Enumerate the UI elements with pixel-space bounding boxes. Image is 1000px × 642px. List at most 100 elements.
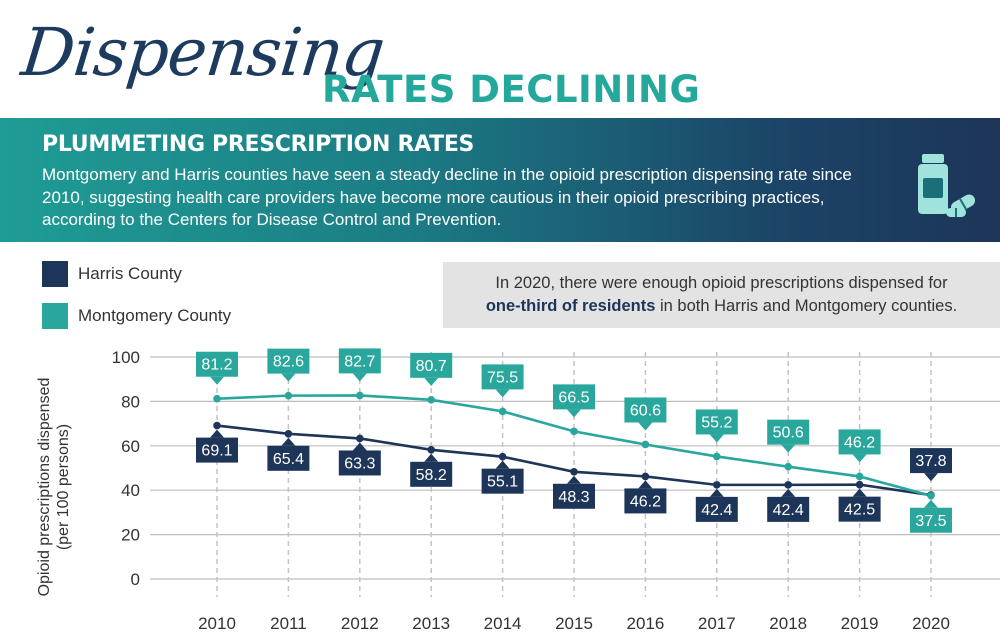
callout-line2: one-third of residents in both Harris an… [486,295,957,318]
data-label-text: 80.7 [416,358,447,375]
data-label-harris: 55.1 [481,460,524,494]
data-point-harris [713,481,721,489]
data-label-box [267,445,310,471]
data-label-box [481,468,524,494]
data-point-montgomery [284,391,293,400]
data-point-montgomery [641,440,650,449]
data-label-box [338,348,381,374]
data-label-harris: 46.2 [624,480,667,514]
data-label-pointer [709,434,724,443]
data-label-box [410,352,453,378]
data-label-box [838,429,881,455]
data-point-harris [641,472,650,481]
data-label-pointer [210,429,224,438]
data-point-montgomery [855,472,864,481]
legend-montgomery: Montgomery County [42,302,231,330]
data-point-montgomery [498,407,507,416]
legend-harris: Harris County [42,260,182,288]
data-label-montgomery: 50.6 [767,419,810,453]
x-tick-label: 2019 [841,614,879,633]
legend-swatch-montgomery [42,303,68,329]
data-label-harris: 63.3 [338,442,381,476]
x-tick-label: 2017 [698,614,736,633]
data-label-pointer [281,373,296,382]
data-label-text: 42.5 [844,502,875,519]
data-label-box [338,450,381,476]
x-tick-label: 2010 [198,614,236,633]
data-label-box [196,437,238,463]
data-label-harris: 42.5 [838,488,881,522]
banner-heading: PLUMMETING PRESCRIPTION RATES [42,132,475,157]
data-label-pointer [424,453,439,462]
data-label-montgomery: 66.5 [553,384,595,418]
data-label-text: 50.6 [773,425,804,442]
data-point-montgomery [570,427,578,436]
data-label-pointer [281,437,296,446]
callout-box: In 2020, there were enough opioid prescr… [443,262,1000,328]
data-point-harris [427,445,436,454]
data-label-box [481,364,524,390]
data-label-pointer [638,422,653,431]
data-label-text: 46.2 [844,434,875,451]
data-label-montgomery: 60.6 [624,397,667,431]
y-tick-label: 100 [112,348,140,367]
data-label-box [767,496,810,522]
data-point-harris [855,480,864,489]
x-tick-label: 2014 [484,614,522,633]
data-label-pointer [495,389,510,398]
data-label-harris: 69.1 [196,429,238,463]
data-label-box [196,351,238,377]
data-label-box [410,461,453,487]
data-point-harris [784,481,792,489]
data-label-pointer [567,475,581,484]
data-label-text: 37.5 [915,513,946,530]
data-label-box [267,348,310,374]
data-label-box [838,496,881,522]
data-point-harris [498,452,507,461]
x-tick-label: 2012 [341,614,379,633]
legend-swatch-harris [42,261,68,287]
data-label-text: 75.5 [487,369,518,386]
data-label-text: 48.3 [558,489,589,506]
data-label-box [553,483,595,509]
y-tick-label: 60 [121,437,140,456]
data-label-montgomery: 55.2 [695,409,738,443]
data-point-harris [570,467,578,476]
x-tick-label: 2013 [412,614,450,633]
data-label-pointer [567,409,581,418]
y-tick-label: 20 [121,526,140,545]
x-tick-label: 2015 [555,614,593,633]
y-tick-label: 80 [121,392,140,411]
data-point-montgomery [356,391,364,400]
title-main: RATES DECLINING [322,68,701,111]
data-label-box [910,448,952,474]
data-label-text: 81.2 [201,357,232,374]
x-tick-label: 2020 [912,614,950,633]
data-label-harris: 42.4 [767,488,810,522]
data-label-box [767,419,810,445]
data-point-montgomery [713,452,721,461]
data-label-pointer [852,454,867,463]
data-label-text: 55.2 [701,414,732,431]
x-tick-label: 2018 [769,614,807,633]
data-label-harris: 48.3 [553,475,595,509]
data-label-harris: 65.4 [267,437,310,471]
data-label-box [624,397,667,423]
data-label-pointer [781,444,796,453]
data-label-text: 46.2 [630,493,661,510]
data-label-harris: 37.8 [910,448,952,482]
data-label-montgomery: 46.2 [838,429,881,463]
data-label-text: 55.1 [487,474,518,491]
data-label-box [695,409,738,435]
data-label-text: 82.6 [273,354,304,371]
callout-line1: In 2020, there were enough opioid prescr… [495,274,948,292]
y-tick-label: 40 [121,481,140,500]
data-label-montgomery: 81.2 [196,351,238,385]
legend-label-harris: Harris County [78,264,182,283]
data-label-text: 69.1 [201,443,232,460]
data-label-pointer [924,499,938,508]
data-label-text: 37.8 [915,453,946,470]
data-label-montgomery: 80.7 [410,352,453,386]
y-tick-label: 0 [131,570,140,589]
data-point-montgomery [784,462,792,471]
